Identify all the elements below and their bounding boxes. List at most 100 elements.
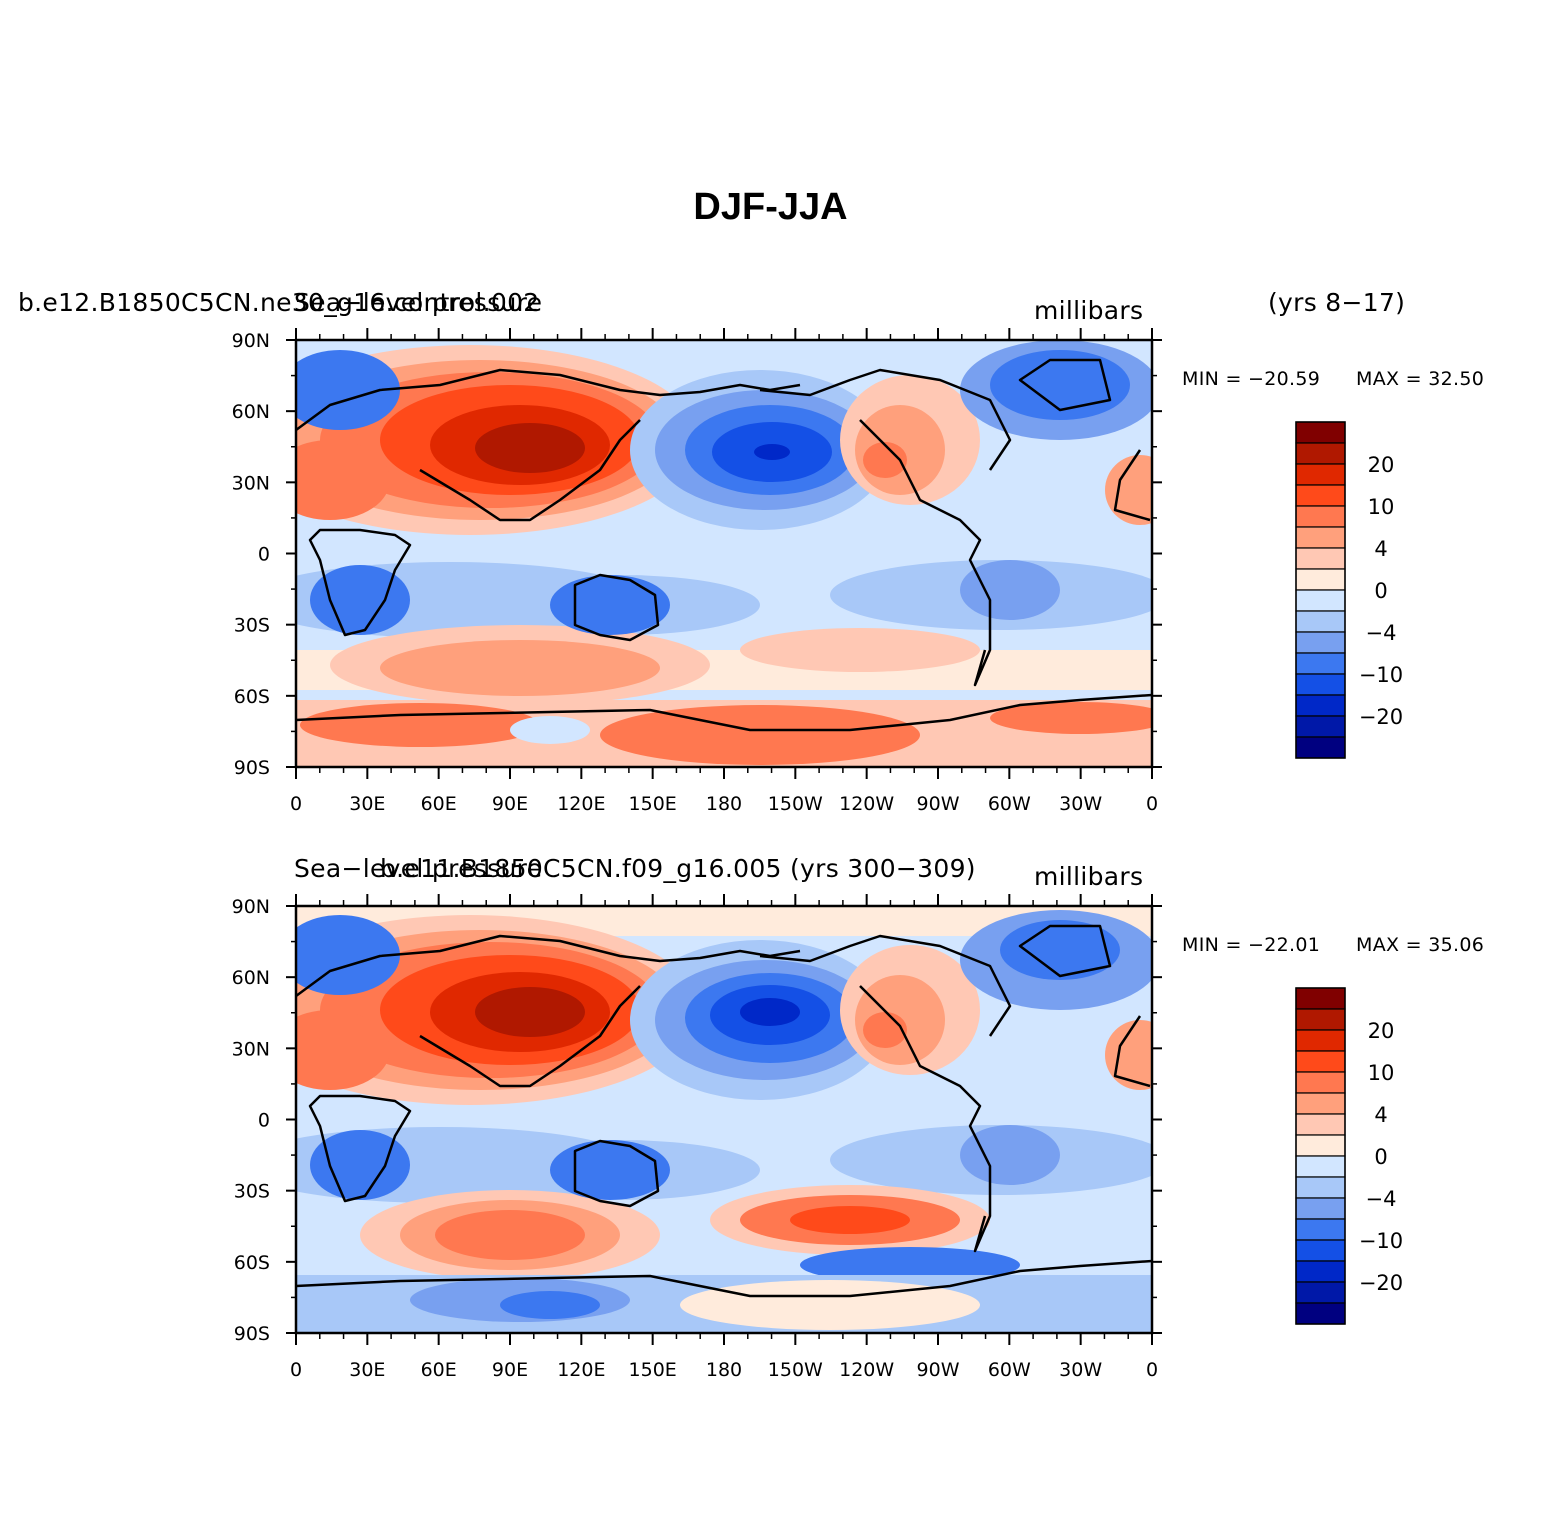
panel2-colorbar-label: −10 <box>1359 1229 1403 1253</box>
panel1-lat-label: 60N <box>232 401 270 423</box>
panel1-ticks: 90N 60N 30N 0 30S 60S 90S 0 30E 60E 90E 120E 150E 180… <box>232 328 1162 815</box>
panel1-years-label: (yrs 8−17) <box>1268 288 1406 317</box>
panel1-lon-label: 150W <box>768 793 823 815</box>
panel2-units-label: millibars <box>1034 862 1144 891</box>
panel1-lat-label: 90N <box>232 330 270 352</box>
panel1-colorbar-swatch <box>1295 484 1346 507</box>
panel2-colorbar-swatch <box>1295 1092 1346 1115</box>
panel2-colorbar-swatch <box>1295 1302 1346 1325</box>
panel1-lon-label: 60E <box>421 793 457 815</box>
panel1-colorbar-label: 10 <box>1368 495 1395 519</box>
panel2-lat-label: 30N <box>232 1038 270 1060</box>
panel1-colorbar-swatch <box>1295 547 1346 570</box>
panel1-lon-label: 0 <box>1146 793 1158 815</box>
panel1-lat-label: 30S <box>234 615 270 637</box>
panel2-min-label: MIN = −22.01 <box>1182 934 1321 956</box>
panel1-colorbar-swatch <box>1295 442 1346 465</box>
panel1-colorbar-swatch <box>1295 673 1346 696</box>
panel2-colorbar: 20 10 4 0 −4 −10 −20 <box>1295 987 1403 1325</box>
panel2-lon-label: 30E <box>349 1359 385 1381</box>
panel1-colorbar-swatch <box>1295 589 1346 612</box>
panel2-lat-label: 30S <box>234 1181 270 1203</box>
panel2-colorbar-frame <box>1295 987 1346 1325</box>
panel1-contour-field <box>296 340 1152 767</box>
panel2-colorbar-swatch <box>1295 1176 1346 1199</box>
panel1-colorbar-swatch <box>1295 421 1346 444</box>
panel2-lon-label: 150E <box>629 1359 677 1381</box>
panel1-lon-label: 180 <box>706 793 742 815</box>
panel2-lat-label: 0 <box>258 1110 270 1132</box>
panel1-colorbar-swatch <box>1295 694 1346 717</box>
panel1-colorbar: 20 10 4 0 −4 −10 −20 <box>1295 421 1403 759</box>
panel2-max-label: MAX = 35.06 <box>1356 934 1485 956</box>
panel1-case-label: b.e12.B1850C5CN.ne30_g16.control.002 <box>18 288 540 317</box>
panel1-lon-label: 60W <box>988 793 1031 815</box>
panel1-colorbar-swatch <box>1295 631 1346 654</box>
panel1-lon-label: 150E <box>629 793 677 815</box>
panel2-colorbar-swatch <box>1295 1155 1346 1178</box>
panel1-colorbar-label: −20 <box>1359 705 1403 729</box>
panel1-colorbar-swatch <box>1295 526 1346 549</box>
panel2-colorbar-swatch <box>1295 1008 1346 1031</box>
panel1-lat-label: 60S <box>234 686 270 708</box>
panel2-colorbar-label: 10 <box>1368 1061 1395 1085</box>
panel2-colorbar-swatch <box>1295 987 1346 1010</box>
panel2-lon-label: 150W <box>768 1359 823 1381</box>
panel1-min-label: MIN = −20.59 <box>1182 368 1321 390</box>
panel2-colorbar-label: 4 <box>1374 1103 1387 1127</box>
panel1-colorbar-frame <box>1295 421 1346 759</box>
panel2-lon-label: 0 <box>1146 1359 1158 1381</box>
panel1-lon-label: 90E <box>492 793 528 815</box>
panel2-colorbar-swatch <box>1295 1197 1346 1220</box>
panel1-map: 90N 60N 30N 0 30S 60S 90S 0 30E 60E 90E 120E 150E 180… <box>232 328 1162 815</box>
panel1-lon-label: 0 <box>290 793 302 815</box>
panel1-colorbar-label: −4 <box>1366 621 1397 645</box>
panel2-colorbar-label: 0 <box>1374 1145 1387 1169</box>
panel1-colorbar-label: 4 <box>1374 537 1387 561</box>
panel1-lat-label: 0 <box>258 544 270 566</box>
panel1-coastlines <box>296 358 1152 732</box>
panel2-lon-label: 120W <box>839 1359 894 1381</box>
panel1-colorbar-swatch <box>1295 505 1346 528</box>
panel2-lon-label: 30W <box>1059 1359 1102 1381</box>
panel1-max-label: MAX = 32.50 <box>1356 368 1485 390</box>
panel1-colorbar-label: 0 <box>1374 579 1387 603</box>
panel1-colorbar-label: −10 <box>1359 663 1403 687</box>
panel2-colorbar-label: 20 <box>1368 1019 1395 1043</box>
panel1-colorbar-swatch <box>1295 736 1346 759</box>
panel2-colorbar-label: −4 <box>1366 1187 1397 1211</box>
panel1-lat-label: 90S <box>234 757 270 779</box>
panel2-lat-label: 90N <box>232 896 270 918</box>
panel1-lon-label: 30W <box>1059 793 1102 815</box>
panel1-colorbar-swatch <box>1295 568 1346 591</box>
panel2-coastlines <box>296 924 1152 1298</box>
panel2-colorbar-swatch <box>1295 1050 1346 1073</box>
panel2-lon-label: 180 <box>706 1359 742 1381</box>
panel1-colorbar-swatch <box>1295 463 1346 486</box>
panel2-map: 90N 60N 30N 0 30S 60S 90S 0 30E 60E 90E 120E 150E 180… <box>232 894 1162 1381</box>
panel1-lat-label: 30N <box>232 472 270 494</box>
panel2-lon-label: 90E <box>492 1359 528 1381</box>
panel1-lon-label: 120W <box>839 793 894 815</box>
panel2-colorbar-swatch <box>1295 1113 1346 1136</box>
panel1-lon-label: 90W <box>917 793 960 815</box>
panel1-colorbar-swatch <box>1295 715 1346 738</box>
panel2-colorbar-swatch <box>1295 1218 1346 1241</box>
panel2-lon-label: 120E <box>557 1359 605 1381</box>
panel1-lon-label: 120E <box>557 793 605 815</box>
panel2-colorbar-swatch <box>1295 1281 1346 1304</box>
panel1-units-label: millibars <box>1034 296 1144 325</box>
panel2-lon-label: 60W <box>988 1359 1031 1381</box>
main-title: DJF-JJA <box>693 186 848 228</box>
panel2-case-label: b.e11.B1850C5CN.f09_g16.005 (yrs 300−309… <box>380 854 976 883</box>
panel1-variable-label: Sea−level pressure <box>294 288 543 317</box>
panel2-lon-label: 90W <box>917 1359 960 1381</box>
panel2-ticks: 90N 60N 30N 0 30S 60S 90S 0 30E 60E 90E 120E 150E 180… <box>232 894 1162 1381</box>
panel2-lon-label: 0 <box>290 1359 302 1381</box>
panel1-colorbar-swatch <box>1295 610 1346 633</box>
panel1-colorbar-label: 20 <box>1368 453 1395 477</box>
panel1-lon-label: 30E <box>349 793 385 815</box>
panel2-colorbar-swatch <box>1295 1071 1346 1094</box>
panel2-variable-label: Sea−level pressure <box>294 854 543 883</box>
